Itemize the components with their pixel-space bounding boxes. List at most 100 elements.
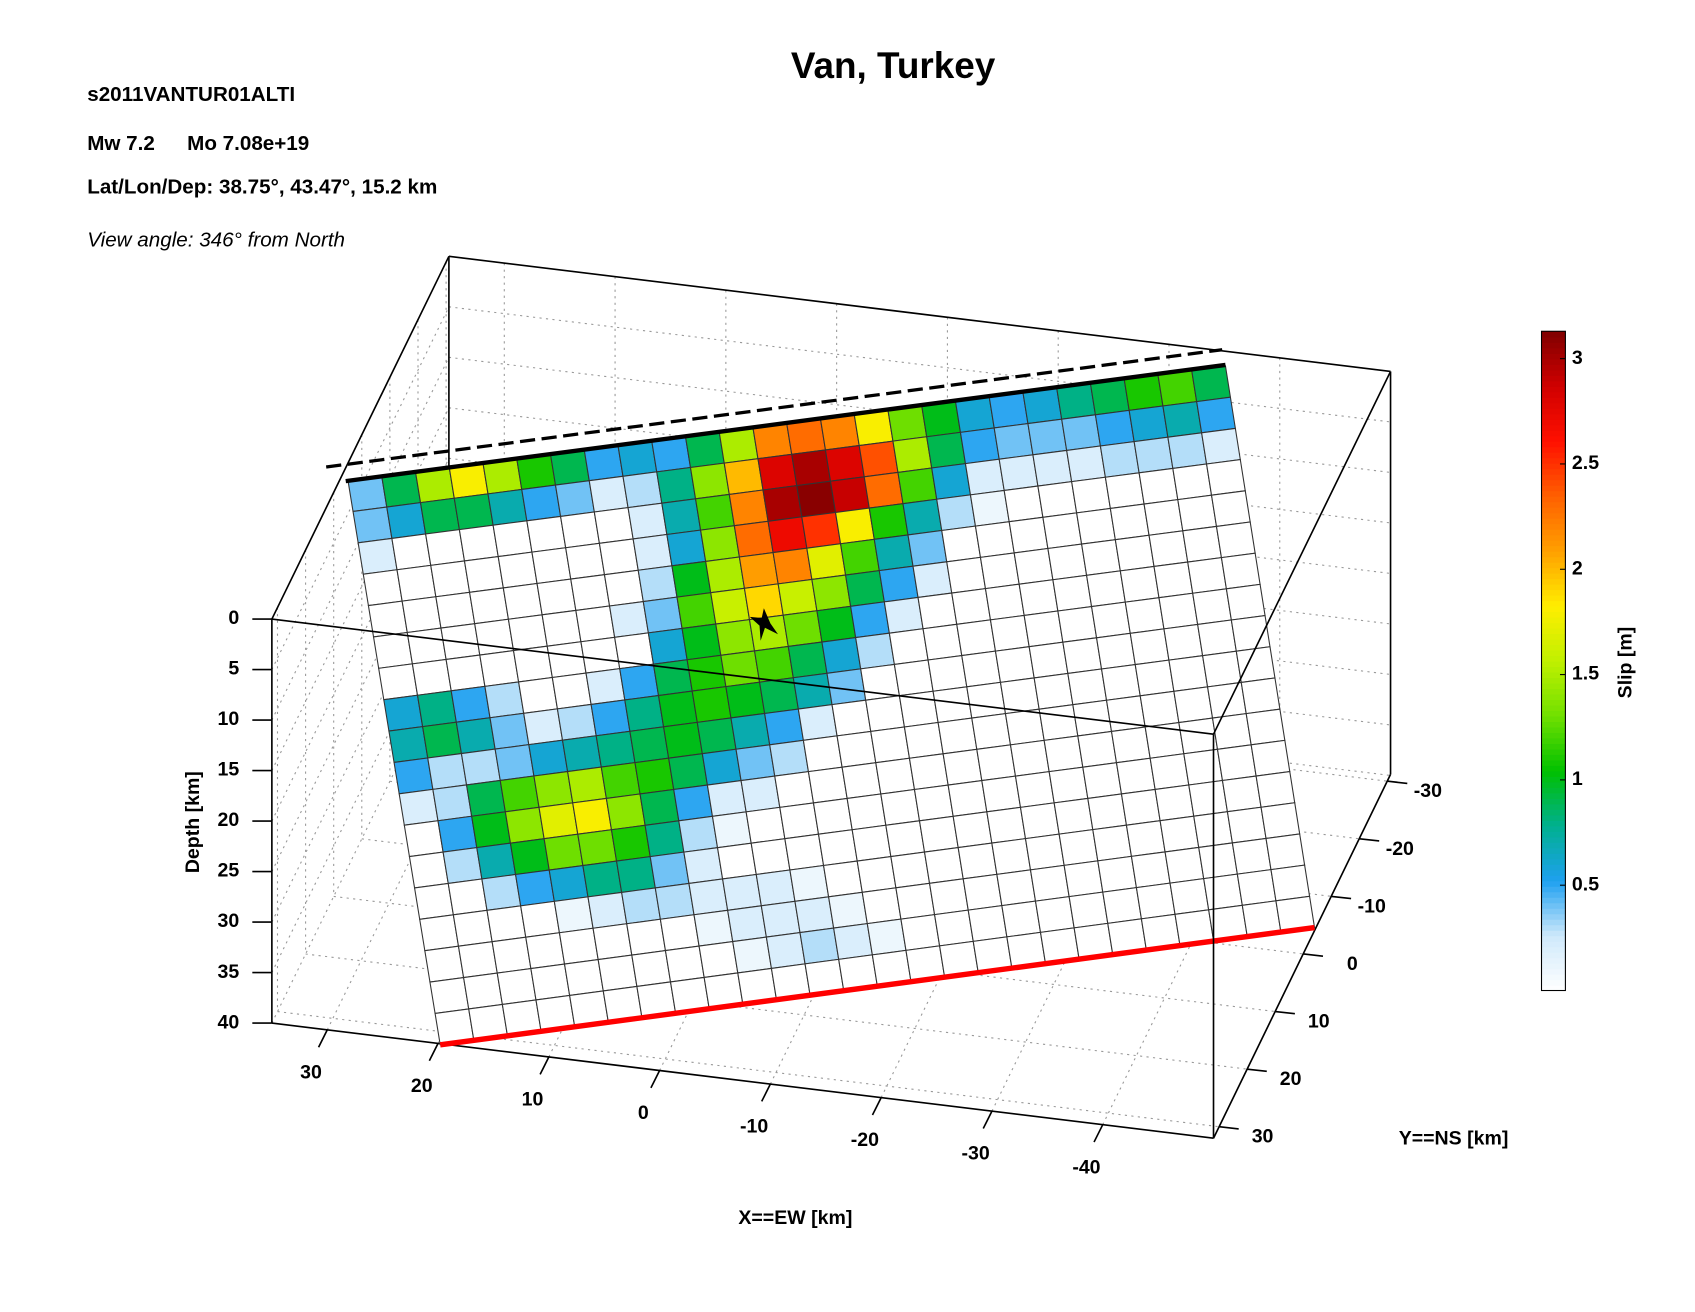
- z-tick-label: 0: [228, 607, 239, 629]
- slip-cell: [827, 891, 868, 929]
- slip-cell: [936, 494, 977, 532]
- slip-cell: [1201, 650, 1242, 688]
- slip-cell: [543, 833, 584, 871]
- slip-cell: [1028, 641, 1069, 679]
- slip-cell: [629, 726, 670, 764]
- colorbar-swatch: [1541, 380, 1566, 387]
- slip-cell: [892, 436, 933, 474]
- slip-cell: [1048, 766, 1089, 804]
- colorbar-swatch: [1541, 858, 1566, 865]
- colorbar-swatch: [1541, 853, 1566, 860]
- slip-cell: [1109, 503, 1150, 541]
- slip-cell: [582, 860, 623, 898]
- slip-cell: [806, 543, 847, 581]
- slip-cell: [1099, 440, 1140, 478]
- slip-cell: [678, 815, 719, 853]
- slip-cell: [959, 427, 1000, 465]
- slip-cell: [465, 779, 506, 817]
- slip-cell: [435, 591, 476, 629]
- slip-cell: [1162, 400, 1203, 438]
- slip-cell: [447, 878, 488, 916]
- slip-cell: [715, 618, 756, 656]
- colorbar-frame: [1540, 330, 1566, 992]
- colorbar-swatch: [1541, 578, 1566, 585]
- colorbar-swatch: [1541, 633, 1566, 640]
- slip-cell: [1225, 583, 1266, 621]
- slip-cell: [502, 582, 543, 620]
- slip-cell: [403, 820, 444, 858]
- slip-cell: [541, 609, 582, 647]
- colorbar-swatch: [1541, 919, 1566, 926]
- slip-cell: [688, 878, 729, 916]
- colorbar-swatch: [1541, 836, 1566, 843]
- slip-cell: [634, 757, 675, 795]
- slip-cell: [794, 896, 835, 934]
- slip-cell: [1019, 802, 1060, 840]
- slip-cell: [644, 820, 685, 858]
- slip-cell: [691, 686, 732, 724]
- colorbar-swatch: [1541, 710, 1566, 717]
- colorbar-tick-label: 1.5: [1572, 663, 1599, 685]
- slip-cell: [1063, 860, 1104, 898]
- slip-cell: [811, 574, 852, 612]
- slip-cell: [1024, 833, 1065, 871]
- colorbar-swatch: [1541, 638, 1566, 646]
- slip-cell: [996, 869, 1037, 907]
- slip-cell: [701, 748, 742, 786]
- slip-cell: [1061, 414, 1102, 452]
- slip-cell: [956, 619, 997, 657]
- slip-cell: [878, 565, 919, 603]
- hypocenter: [749, 608, 778, 641]
- colorbar-swatch: [1541, 490, 1566, 497]
- slip-cell: [487, 488, 528, 526]
- slip-cell: [610, 824, 651, 862]
- colorbar-swatch: [1541, 693, 1566, 700]
- slip-cell: [453, 493, 494, 531]
- colorbar-swatch: [1541, 644, 1566, 651]
- slip-cell: [1092, 824, 1133, 862]
- slip-cell: [1115, 757, 1156, 795]
- slip-cell: [598, 538, 639, 576]
- grid-line: [271, 559, 450, 923]
- slip-cell: [888, 628, 929, 666]
- slip-cell: [554, 480, 595, 518]
- slip-cell: [1135, 882, 1176, 920]
- colorbar-swatch: [1541, 930, 1566, 937]
- slip-cell: [907, 529, 948, 567]
- z-tick-label: 35: [218, 961, 240, 983]
- slip-cell: [1270, 864, 1311, 902]
- slip-cell: [1032, 449, 1073, 487]
- slip-cell: [352, 506, 393, 544]
- colorbar-swatch: [1541, 622, 1566, 629]
- slip-cell: [937, 717, 978, 755]
- y-tick-label: 10: [1308, 1011, 1330, 1033]
- colorbar-swatch: [1541, 397, 1566, 404]
- colorbar-swatch: [1541, 551, 1566, 558]
- slip-cell: [833, 922, 873, 960]
- slip-cell: [976, 744, 1017, 782]
- slip-cell: [413, 882, 454, 920]
- slip-cell: [826, 668, 867, 706]
- slip-cell: [1058, 829, 1099, 866]
- slip-cell: [474, 618, 515, 656]
- colorbar-swatch: [1541, 776, 1566, 783]
- slip-cell: [357, 537, 398, 575]
- slip-cell: [986, 806, 1027, 844]
- slip-cell: [455, 717, 496, 755]
- grid-line: [991, 748, 1170, 1112]
- slip-cell: [388, 726, 429, 764]
- slip-cell: [890, 851, 931, 889]
- slip-cell: [450, 685, 491, 723]
- slip-cell: [1037, 481, 1078, 518]
- slip-cell: [1167, 432, 1208, 470]
- slip-cell: [657, 690, 698, 728]
- slip-cell: [1210, 490, 1251, 528]
- slip-cell: [1014, 771, 1055, 808]
- colorbar-swatch: [1541, 485, 1566, 492]
- slip-cell: [918, 815, 959, 853]
- slip-cell: [401, 596, 442, 634]
- slip-cell: [597, 954, 638, 992]
- grid-line: [326, 666, 505, 1031]
- y-tick: [1247, 1068, 1267, 1073]
- slip-cell: [421, 721, 463, 759]
